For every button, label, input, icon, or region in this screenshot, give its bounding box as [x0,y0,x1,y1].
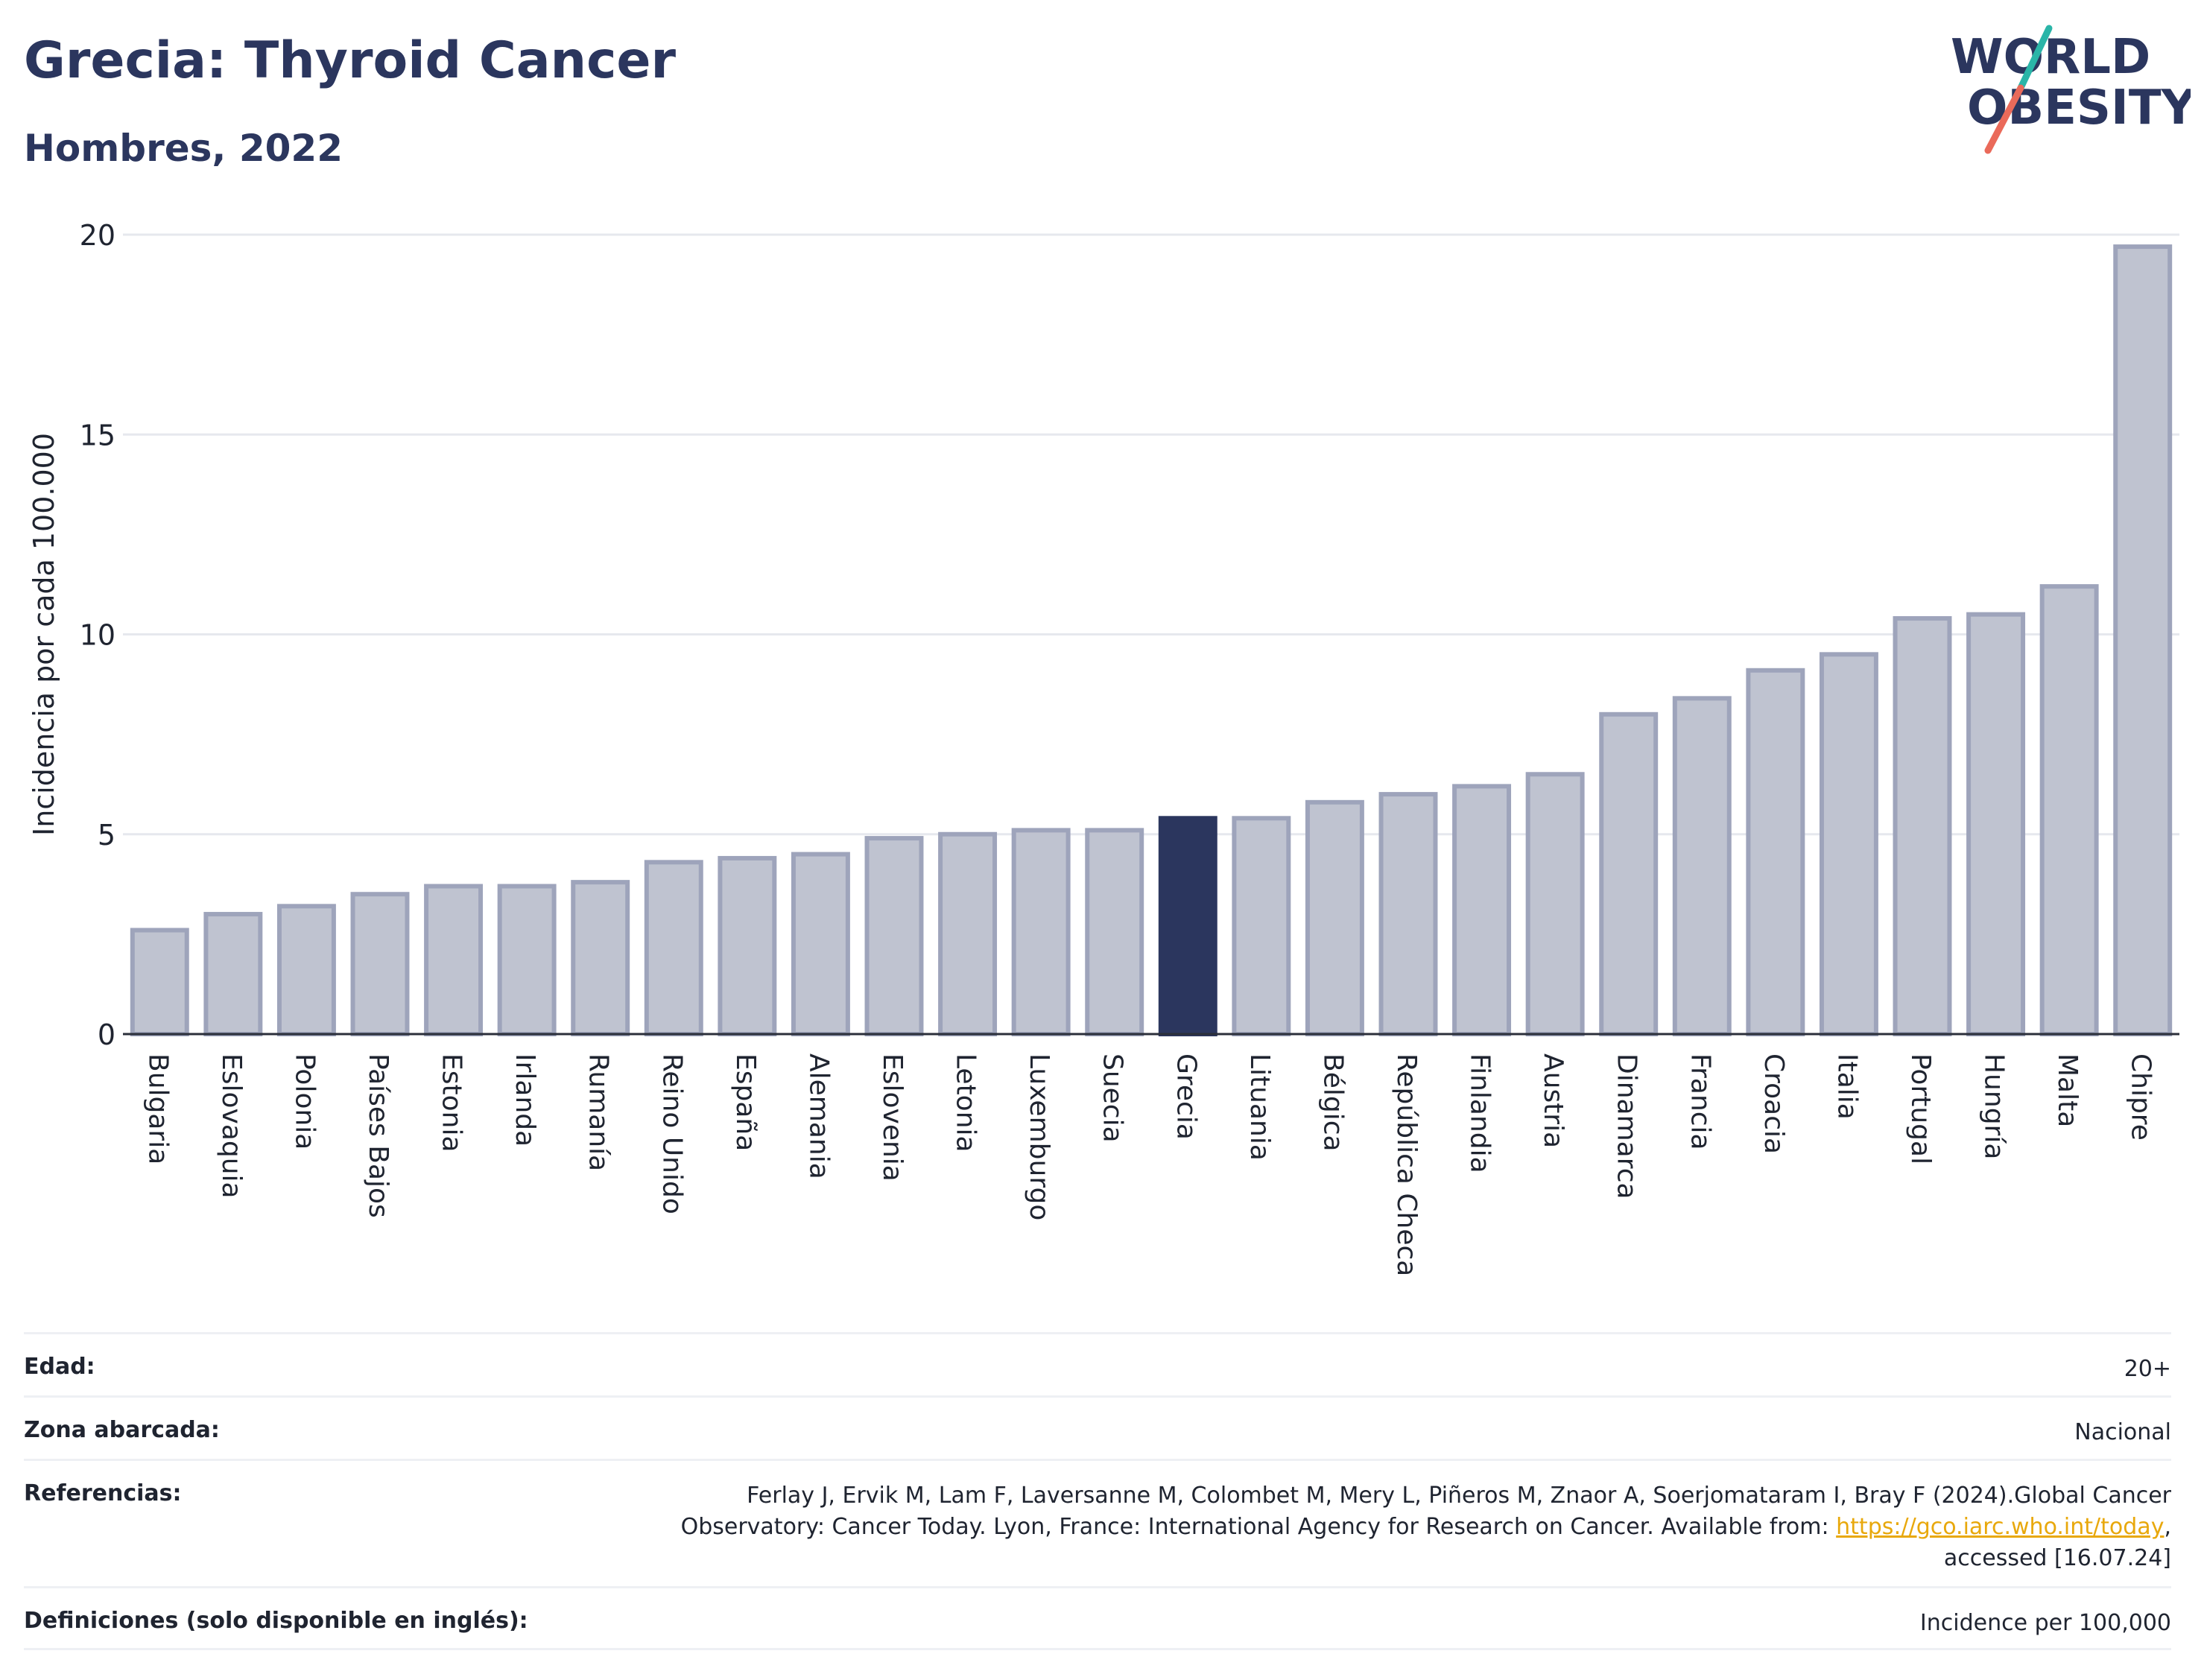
logo-line-2: OBESITY [1967,80,2191,136]
references-text: Ferlay J, Ervik M, Lam F, Laversanne M, … [651,1461,2171,1586]
bar-bulgaria [130,928,189,1037]
bar-grecia [1158,816,1217,1037]
x-tick-labels: Bulgaria Eslovaquia Polonia Países Bajos Est… [142,1053,2156,1276]
bar-república-checa [1378,792,1438,1036]
x-tick-label: Croacia [1758,1053,1789,1154]
world-obesity-logo: WORLD OBESITY [1937,22,2196,156]
bar-letonia [938,831,998,1036]
bar-alemania [791,852,850,1036]
y-tick-label: 20 [80,219,115,252]
x-tick-label: Bulgaria [142,1053,173,1164]
definitions-row: Definiciones (solo disponible en inglés)… [24,1586,2171,1650]
bar-lituania [1232,816,1291,1037]
definitions-label: Definiciones (solo disponible en inglés)… [24,1608,528,1634]
y-tick-label: 15 [80,419,115,451]
bar-eslovaquia [203,912,263,1037]
references-comma: , [2164,1514,2171,1540]
area-label: Zona abarcada: [24,1417,220,1443]
bar-hungría [1966,612,2026,1036]
bar-croacia [1746,668,1805,1036]
x-tick-label: Letonia [951,1053,981,1153]
logo-slash-bottom [1984,84,2024,154]
x-tick-label: Francia [1685,1053,1715,1150]
bar-rumanía [571,880,630,1036]
bar-austria [1525,772,1585,1037]
references-link[interactable]: https://gco.iarc.who.int/today [1836,1514,2165,1540]
bar-finlandia [1452,784,1512,1036]
x-tick-label: Hungría [1979,1053,2010,1159]
age-label: Edad: [24,1354,95,1380]
x-tick-label: Portugal [1905,1053,1936,1164]
x-tick-label: Finlandia [1465,1053,1495,1173]
y-tick-labels: 0 5 10 15 20 [80,219,115,1051]
x-tick-label: Grecia [1171,1053,1201,1140]
x-tick-label: Suecia [1098,1053,1128,1143]
x-tick-label: República Checa [1391,1053,1422,1276]
bar-reino-unido [644,860,703,1037]
logo-line-1: WORLD [1951,30,2150,85]
x-tick-label: Eslovaquia [216,1053,247,1199]
area-value: Nacional [2074,1419,2171,1445]
area-row: Zona abarcada: Nacional [24,1395,2171,1459]
x-tick-label: Malta [2052,1053,2083,1127]
x-tick-label: Chipre [2126,1053,2156,1141]
x-tick-label: Bélgica [1317,1053,1348,1152]
bar-dinamarca [1599,711,1659,1036]
bar-italia [1819,652,1878,1036]
bar-chipre [2113,244,2173,1037]
bar-portugal [1893,616,1952,1036]
bar-suecia [1085,828,1144,1036]
x-tick-label: Polonia [289,1053,320,1150]
x-tick-label: Alemania [803,1053,834,1179]
y-tick-label: 10 [80,619,115,652]
bars [130,244,2173,1037]
x-tick-label: Estonia [437,1053,467,1153]
x-tick-label: Irlanda [510,1053,540,1147]
x-tick-label: Italia [1831,1053,1862,1120]
y-tick-label: 0 [98,1018,115,1051]
logo-slash-top [2017,25,2053,92]
x-tick-label: Luxemburgo [1024,1053,1054,1220]
info-table: Edad: 20+ Zona abarcada: Nacional Refere… [24,1332,2171,1650]
references-row: Referencias: Ferlay J, Ervik M, Lam F, L… [24,1459,2171,1586]
bar-países-bajos [350,892,410,1036]
references-line-1: Ferlay J, Ervik M, Lam F, Laversanne M, … [747,1483,2171,1509]
age-row: Edad: 20+ [24,1332,2171,1395]
bar-chart: 0 5 10 15 20 Bulgaria Eslovaquia Polonia Países… [28,219,2179,1276]
references-label: Referencias: [24,1480,182,1506]
x-tick-label: España [730,1053,761,1151]
bar-polonia [276,904,336,1036]
bar-estonia [424,884,484,1036]
y-tick-label: 5 [98,819,115,852]
definitions-value: Incidence per 100,000 [1919,1610,2171,1636]
references-line-3: accessed [16.07.24] [1943,1545,2171,1571]
age-value: 20+ [2124,1356,2171,1382]
bar-eslovenia [864,836,924,1036]
x-tick-label: Austria [1538,1053,1568,1148]
references-line-2: Observatory: Cancer Today. Lyon, France:… [680,1514,1837,1540]
bar-irlanda [497,884,557,1036]
chart-subtitle: Hombres, 2022 [24,127,343,170]
y-axis-label: Incidencia por cada 100.000 [28,433,60,836]
x-tick-label: Lituania [1244,1053,1275,1161]
bar-malta [2039,584,2099,1036]
x-tick-label: Dinamarca [1612,1053,1642,1199]
bar-francia [1672,696,1732,1037]
x-tick-label: Rumanía [583,1053,614,1171]
bar-españa [718,855,777,1036]
bar-bélgica [1305,799,1364,1036]
x-tick-label: Reino Unido [656,1053,687,1214]
x-tick-label: Países Bajos [363,1053,393,1218]
x-tick-label: Eslovenia [877,1053,908,1182]
bar-luxemburgo [1011,828,1071,1036]
chart-title: Grecia: Thyroid Cancer [24,31,677,90]
